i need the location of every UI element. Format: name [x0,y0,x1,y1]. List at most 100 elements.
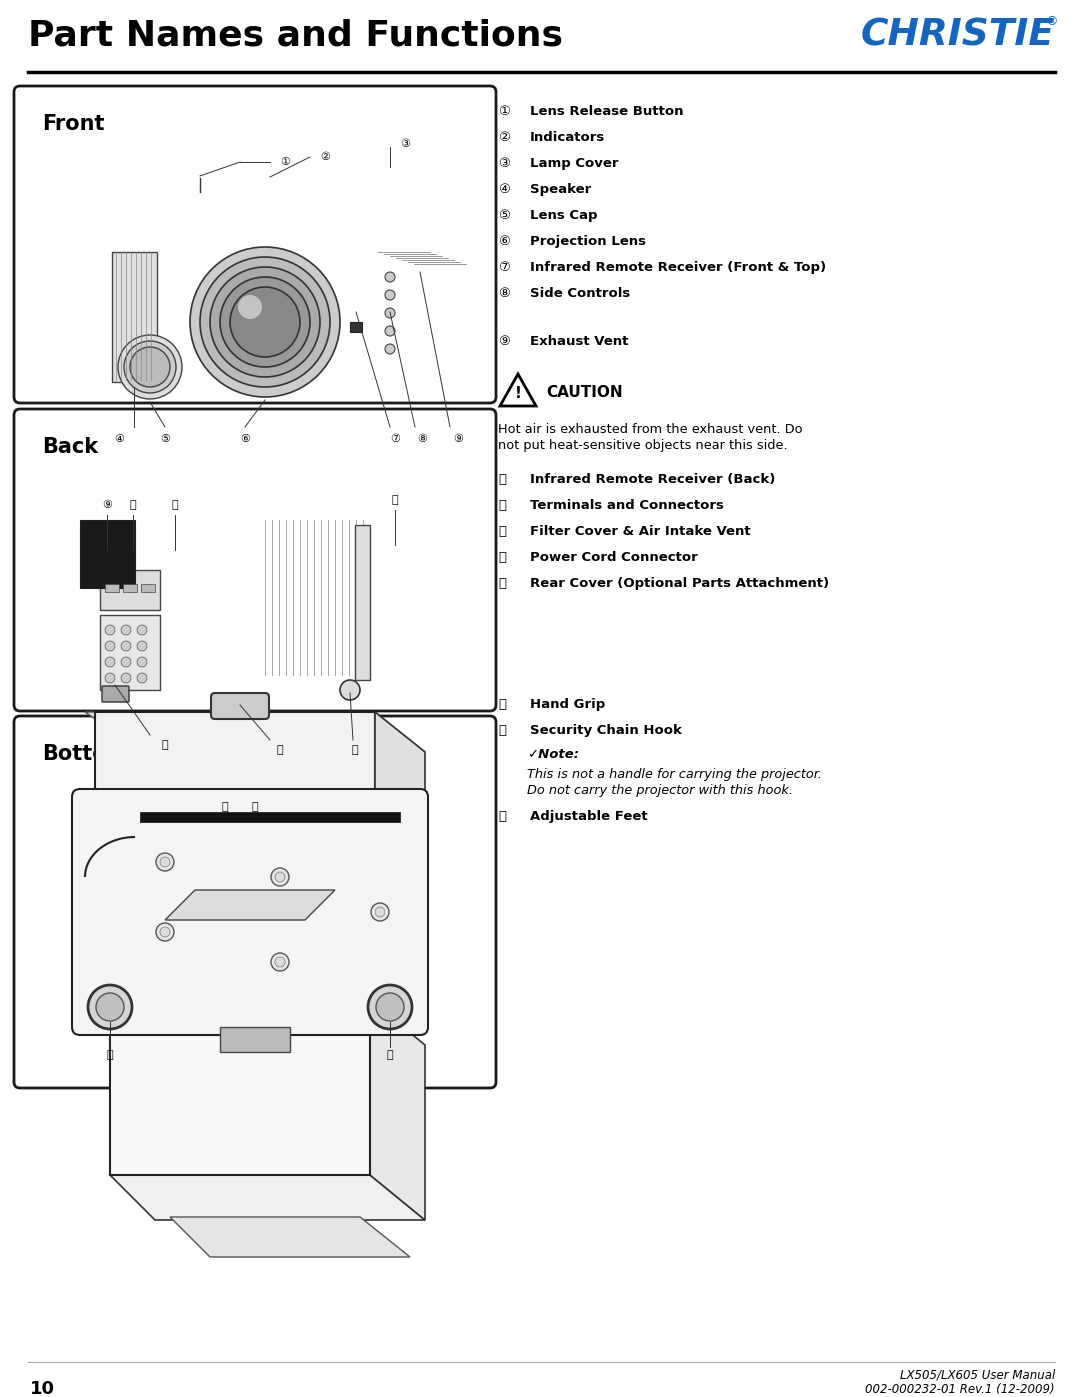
Text: ⑰: ⑰ [162,740,168,750]
Text: Exhaust Vent: Exhaust Vent [530,335,629,348]
Circle shape [372,902,389,921]
Circle shape [130,346,170,387]
Text: ⑳: ⑳ [352,745,359,754]
Bar [105,584,119,592]
Polygon shape [170,1217,410,1257]
Text: Lens Cap: Lens Cap [530,210,597,222]
Circle shape [121,624,131,636]
Text: ③: ③ [400,138,410,149]
Text: Indicators: Indicators [530,131,605,144]
Text: ✓Note:: ✓Note: [527,747,579,761]
Circle shape [190,247,340,397]
Circle shape [105,624,114,636]
Bar [141,584,156,592]
Text: ⑯: ⑯ [392,495,399,504]
Text: Rear Cover (Optional Parts Attachment): Rear Cover (Optional Parts Attachment) [530,577,829,590]
Polygon shape [375,712,426,922]
Circle shape [275,872,285,882]
FancyBboxPatch shape [102,686,129,703]
Text: ⑦: ⑦ [498,261,510,274]
Polygon shape [110,1000,370,1175]
Circle shape [137,624,147,636]
Text: Hot air is exhausted from the exhaust vent. Do: Hot air is exhausted from the exhaust ve… [498,423,802,436]
Text: CHRISTIE: CHRISTIE [861,18,1055,54]
Text: This is not a handle for carrying the projector.: This is not a handle for carrying the pr… [527,768,822,781]
Polygon shape [95,712,375,882]
Bar [220,1027,291,1052]
Text: 10: 10 [30,1380,55,1397]
Circle shape [105,657,114,666]
Text: LX505/LX605 User Manual: LX505/LX605 User Manual [900,1368,1055,1382]
Circle shape [375,907,384,916]
Bar [112,251,157,381]
Bar [355,525,370,680]
Text: ⑦: ⑦ [390,434,400,444]
Circle shape [121,657,131,666]
Circle shape [121,641,131,651]
Circle shape [124,341,176,393]
Text: ⑨: ⑨ [102,500,112,510]
Text: Filter Cover & Air Intake Vent: Filter Cover & Air Intake Vent [530,525,751,538]
Text: Side Controls: Side Controls [530,286,631,300]
Circle shape [156,923,174,942]
Text: ⑳: ⑳ [498,724,507,738]
Circle shape [160,856,170,868]
Text: ⑯: ⑯ [498,525,507,538]
FancyBboxPatch shape [211,693,269,719]
Text: ①: ① [498,105,510,117]
Circle shape [220,277,310,367]
Circle shape [384,291,395,300]
Circle shape [238,295,262,319]
Text: ⑥: ⑥ [498,235,510,249]
Circle shape [121,673,131,683]
Text: ⑥: ⑥ [240,434,249,444]
FancyBboxPatch shape [14,87,496,402]
Text: ⑴: ⑴ [107,1051,113,1060]
Circle shape [105,673,114,683]
Circle shape [271,953,289,971]
Polygon shape [500,374,536,407]
Text: ®: ® [1045,15,1058,28]
Bar [100,615,160,690]
Circle shape [376,993,404,1021]
Circle shape [384,326,395,337]
Text: Terminals and Connectors: Terminals and Connectors [530,499,724,511]
Text: !: ! [514,386,522,401]
Bar [350,321,362,332]
Polygon shape [95,882,426,922]
Text: Projection Lens: Projection Lens [530,235,646,249]
Text: Infrared Remote Receiver (Back): Infrared Remote Receiver (Back) [530,474,775,486]
Circle shape [384,307,395,319]
Text: ④: ④ [114,434,124,444]
Text: ⑮: ⑮ [172,500,178,510]
Polygon shape [165,890,335,921]
Text: Lamp Cover: Lamp Cover [530,156,619,170]
Circle shape [96,993,124,1021]
Text: ⑮: ⑮ [498,499,507,511]
Text: CAUTION: CAUTION [546,386,623,400]
Text: ⑧: ⑧ [417,434,427,444]
Text: ②: ② [320,152,330,162]
Circle shape [105,641,114,651]
Text: Front: Front [42,115,105,134]
FancyBboxPatch shape [14,717,496,1088]
Circle shape [210,267,320,377]
Text: Power Cord Connector: Power Cord Connector [530,550,698,564]
Circle shape [156,854,174,870]
Text: Speaker: Speaker [530,183,591,196]
Text: Do not carry the projector with this hook.: Do not carry the projector with this hoo… [527,784,793,798]
Circle shape [275,957,285,967]
Polygon shape [110,1175,426,1220]
Circle shape [271,868,289,886]
Text: ⑱: ⑱ [498,577,507,590]
Text: ②: ② [498,131,510,144]
Text: ③: ③ [498,156,510,170]
Polygon shape [370,1000,426,1220]
Circle shape [384,344,395,353]
Bar [123,584,137,592]
Text: ⑤: ⑤ [160,434,170,444]
Bar [100,570,160,610]
Text: Hand Grip: Hand Grip [530,698,605,711]
Circle shape [118,335,183,400]
Text: Security Chain Hook: Security Chain Hook [530,724,681,738]
